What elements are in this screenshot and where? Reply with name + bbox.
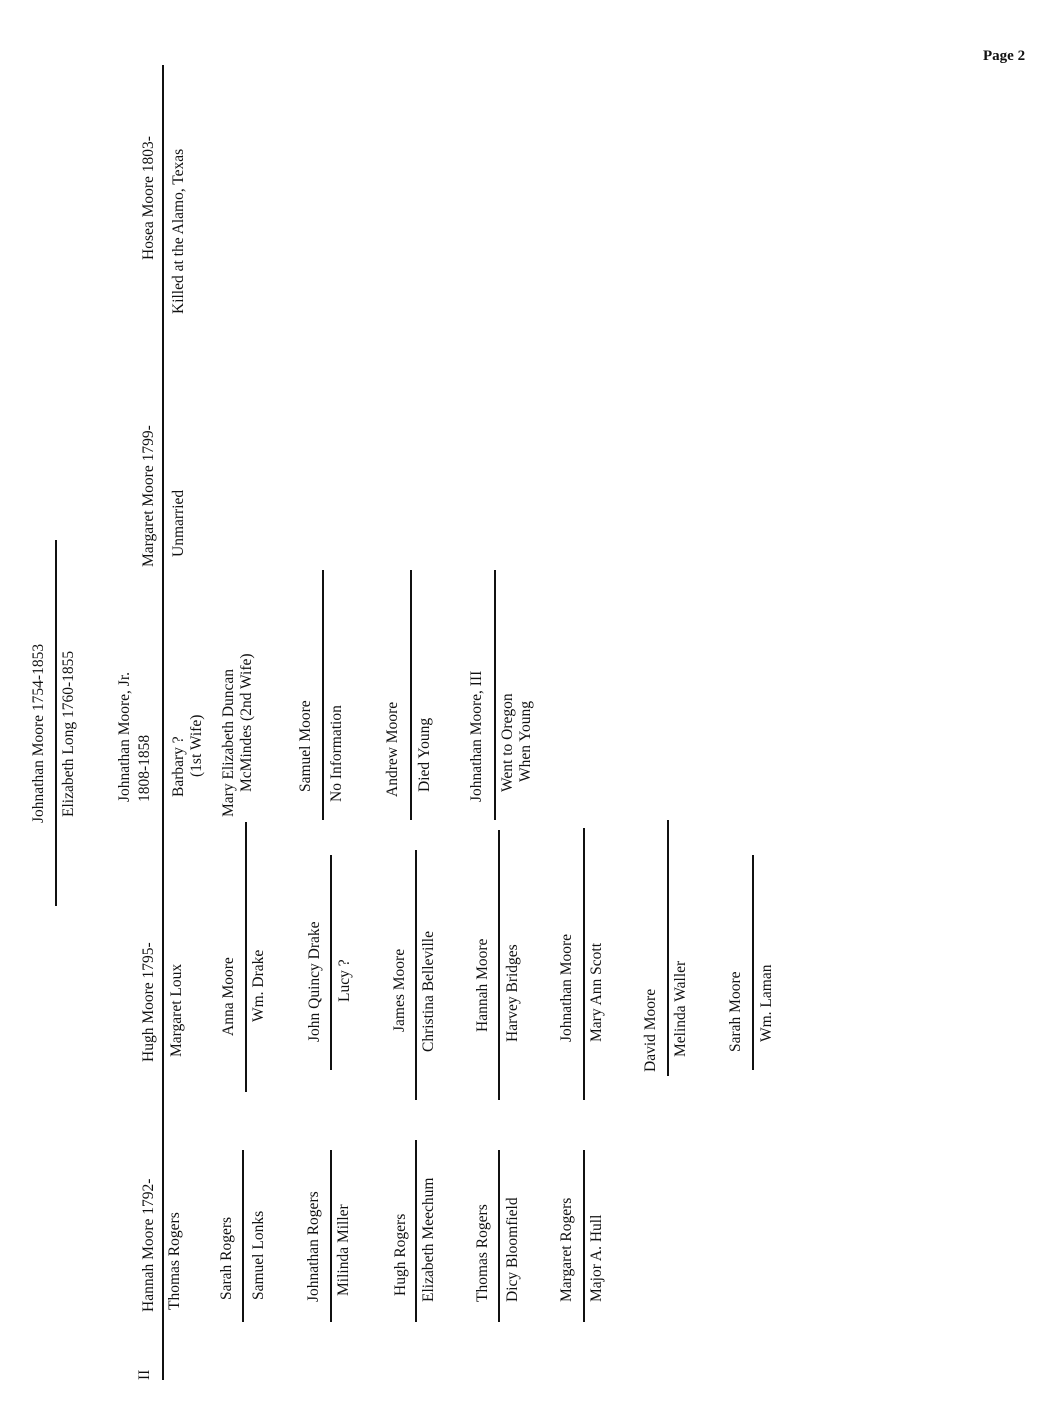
grandchild-spouse: Samuel Lonks [250, 1210, 267, 1300]
grandchild-name: Margaret Rogers [558, 1197, 575, 1302]
page-number: Page 2 [983, 48, 1026, 64]
child-name: Hosea Moore 1803- [140, 136, 157, 260]
child-name: Margaret Moore 1799- [140, 425, 157, 567]
mother-name: Elizabeth Long 1760-1855 [60, 650, 77, 817]
marriage-line [415, 850, 417, 1100]
spouse-name: Barbary ? [170, 736, 187, 797]
grandchild-name: James Moore [391, 948, 408, 1032]
grandchild-name: John Quincy Drake [306, 921, 323, 1042]
marriage-line [322, 570, 324, 820]
marriage-line [494, 570, 496, 820]
grandchild-name: Hugh Rogers [392, 1213, 409, 1296]
child-note: Unmarried [170, 489, 187, 557]
grandchild-name: Thomas Rogers [474, 1204, 491, 1302]
child-name: Hugh Moore 1795- [140, 942, 157, 1062]
marriage-line [667, 820, 669, 1076]
marriage-line [583, 1150, 585, 1322]
child-name: Johnathan Moore, Jr. [116, 671, 133, 802]
grandchild-spouse: Wm. Laman [758, 964, 775, 1042]
marriage-line [245, 822, 247, 1092]
marriage-line [498, 830, 500, 1100]
grandchild-spouse: Major A. Hull [588, 1214, 605, 1302]
marriage-line [410, 570, 412, 820]
grandchild-spouse: Milinda Miller [335, 1204, 352, 1296]
marriage-line [415, 1140, 417, 1322]
spouse-name: Mary Elizabeth Duncan [220, 668, 237, 817]
grandchild-name: Andrew Moore [384, 701, 401, 797]
grandchild-name: Sarah Rogers [218, 1216, 235, 1300]
marriage-line [583, 828, 585, 1100]
grandchild-name: Sarah Moore [727, 971, 744, 1053]
grandchild-note: No Information [328, 705, 345, 802]
spouse-name: Margaret Loux [168, 963, 185, 1057]
spouse-name: Thomas Rogers [166, 1212, 183, 1310]
marriage-line [330, 855, 332, 1070]
spouse-note: (1st Wife) [188, 714, 205, 777]
grandchild-spouse: Elizabeth Meechum [420, 1177, 437, 1302]
generation-line [162, 65, 164, 1380]
grandchild-name: Johnathan Moore [558, 933, 575, 1042]
child-name: Hannah Moore 1792- [140, 1178, 157, 1312]
grandchild-name: David Moore [642, 988, 659, 1072]
marriage-line [330, 1150, 332, 1322]
child-dates: 1808-1858 [136, 734, 153, 802]
spouse-note: McMindes (2nd Wife) [238, 653, 255, 792]
grandchild-name: Johnathan Moore, III [468, 670, 485, 802]
grandchild-spouse: Wm. Drake [250, 949, 267, 1022]
marriage-line [752, 855, 754, 1070]
grandchild-note: Died Young [416, 717, 433, 792]
child-note: Killed at the Alamo, Texas [170, 148, 187, 314]
grandchild-name: Johnathan Rogers [305, 1191, 322, 1302]
grandchild-name: Samuel Moore [297, 700, 314, 792]
grandchild-name: Hannah Moore [474, 938, 491, 1032]
marriage-line [242, 1150, 244, 1322]
grandchild-note: When Young [517, 701, 534, 782]
grandchild-note: Went to Oregon [499, 693, 516, 792]
grandchild-spouse: Melinda Waller [672, 960, 689, 1057]
grandchild-spouse: Lucy ? [336, 959, 353, 1002]
grandchild-spouse: Christina Belleville [420, 931, 437, 1052]
grandchild-spouse: Harvey Bridges [504, 944, 521, 1042]
grandchild-spouse: Dicy Bloomfield [504, 1197, 521, 1302]
father-name: Johnathan Moore 1754-1853 [30, 643, 47, 823]
grandchild-spouse: Mary Ann Scott [588, 942, 605, 1042]
marriage-line [498, 1150, 500, 1322]
grandchild-name: Anna Moore [220, 957, 237, 1036]
generation-numeral: II [136, 1369, 153, 1380]
marriage-line [55, 540, 57, 906]
